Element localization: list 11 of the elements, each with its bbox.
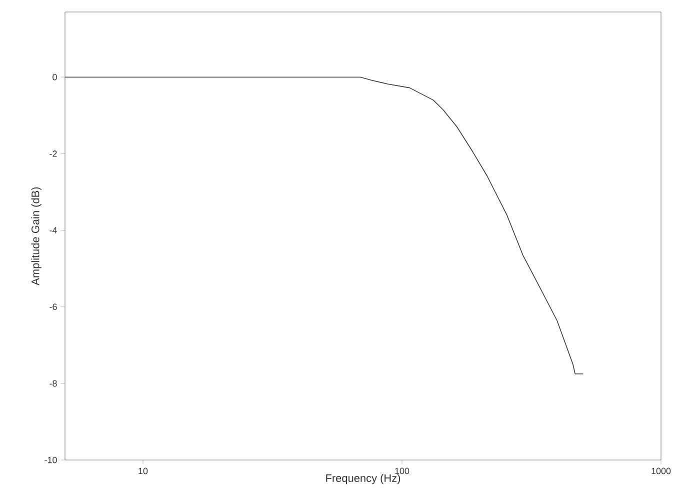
y-tick-label: -6 bbox=[50, 304, 57, 310]
y-tick-label: -8 bbox=[50, 380, 57, 387]
y-tick-label: -4 bbox=[50, 227, 57, 234]
y-tick-label: -2 bbox=[50, 150, 57, 157]
x-tick-label: 10 bbox=[138, 468, 148, 474]
y-tick-label: 0 bbox=[52, 74, 57, 80]
x-axis-title: Frequency (Hz) bbox=[326, 474, 400, 484]
x-tick-label: 100 bbox=[395, 468, 410, 474]
x-tick-label: 1000 bbox=[652, 468, 671, 474]
y-axis-title: Amplitude Gain (dB) bbox=[31, 187, 42, 286]
y-tick-label: -10 bbox=[44, 456, 57, 464]
